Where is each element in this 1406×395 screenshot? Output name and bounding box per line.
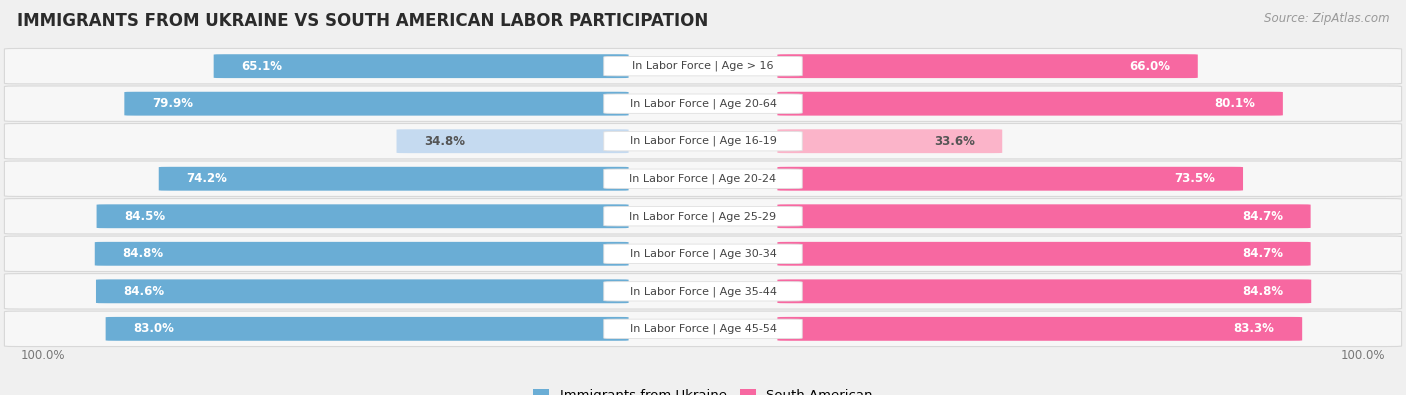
FancyBboxPatch shape <box>4 199 1402 234</box>
Text: 84.6%: 84.6% <box>124 285 165 298</box>
FancyBboxPatch shape <box>94 242 628 266</box>
Text: In Labor Force | Age 45-54: In Labor Force | Age 45-54 <box>630 324 776 334</box>
Text: IMMIGRANTS FROM UKRAINE VS SOUTH AMERICAN LABOR PARTICIPATION: IMMIGRANTS FROM UKRAINE VS SOUTH AMERICA… <box>17 12 709 30</box>
FancyBboxPatch shape <box>105 317 628 341</box>
FancyBboxPatch shape <box>603 244 803 263</box>
FancyBboxPatch shape <box>603 319 803 339</box>
Text: 84.7%: 84.7% <box>1241 247 1284 260</box>
FancyBboxPatch shape <box>4 161 1402 196</box>
Text: 34.8%: 34.8% <box>425 135 465 148</box>
Text: 100.0%: 100.0% <box>1340 349 1385 362</box>
FancyBboxPatch shape <box>96 279 628 303</box>
Text: 84.7%: 84.7% <box>1241 210 1284 223</box>
Text: 73.5%: 73.5% <box>1174 172 1215 185</box>
FancyBboxPatch shape <box>97 204 628 228</box>
FancyBboxPatch shape <box>778 317 1302 341</box>
Text: In Labor Force | Age 20-24: In Labor Force | Age 20-24 <box>630 173 776 184</box>
FancyBboxPatch shape <box>778 204 1310 228</box>
FancyBboxPatch shape <box>778 167 1243 191</box>
Text: Source: ZipAtlas.com: Source: ZipAtlas.com <box>1264 12 1389 25</box>
FancyBboxPatch shape <box>124 92 628 116</box>
FancyBboxPatch shape <box>603 94 803 113</box>
FancyBboxPatch shape <box>4 236 1402 271</box>
FancyBboxPatch shape <box>396 129 628 153</box>
Text: 83.3%: 83.3% <box>1233 322 1275 335</box>
Text: 79.9%: 79.9% <box>152 97 193 110</box>
Text: 33.6%: 33.6% <box>934 135 974 148</box>
FancyBboxPatch shape <box>778 242 1310 266</box>
Text: 83.0%: 83.0% <box>134 322 174 335</box>
Text: In Labor Force | Age 30-34: In Labor Force | Age 30-34 <box>630 248 776 259</box>
Text: 65.1%: 65.1% <box>242 60 283 73</box>
FancyBboxPatch shape <box>159 167 628 191</box>
FancyBboxPatch shape <box>603 169 803 188</box>
Text: 100.0%: 100.0% <box>21 349 66 362</box>
FancyBboxPatch shape <box>603 56 803 76</box>
Legend: Immigrants from Ukraine, South American: Immigrants from Ukraine, South American <box>529 384 877 395</box>
FancyBboxPatch shape <box>4 49 1402 84</box>
Text: 74.2%: 74.2% <box>187 172 228 185</box>
Text: In Labor Force | Age > 16: In Labor Force | Age > 16 <box>633 61 773 71</box>
FancyBboxPatch shape <box>778 129 1002 153</box>
Text: 66.0%: 66.0% <box>1129 60 1170 73</box>
FancyBboxPatch shape <box>4 124 1402 159</box>
Text: In Labor Force | Age 16-19: In Labor Force | Age 16-19 <box>630 136 776 147</box>
FancyBboxPatch shape <box>603 132 803 151</box>
Text: In Labor Force | Age 20-64: In Labor Force | Age 20-64 <box>630 98 776 109</box>
Text: In Labor Force | Age 25-29: In Labor Force | Age 25-29 <box>630 211 776 222</box>
FancyBboxPatch shape <box>778 279 1312 303</box>
FancyBboxPatch shape <box>4 86 1402 121</box>
FancyBboxPatch shape <box>4 274 1402 309</box>
FancyBboxPatch shape <box>603 282 803 301</box>
FancyBboxPatch shape <box>214 54 628 78</box>
FancyBboxPatch shape <box>4 311 1402 346</box>
Text: In Labor Force | Age 35-44: In Labor Force | Age 35-44 <box>630 286 776 297</box>
FancyBboxPatch shape <box>778 92 1282 116</box>
Text: 84.8%: 84.8% <box>1243 285 1284 298</box>
Text: 84.8%: 84.8% <box>122 247 163 260</box>
Text: 84.5%: 84.5% <box>124 210 166 223</box>
FancyBboxPatch shape <box>778 54 1198 78</box>
Text: 80.1%: 80.1% <box>1215 97 1256 110</box>
FancyBboxPatch shape <box>603 207 803 226</box>
